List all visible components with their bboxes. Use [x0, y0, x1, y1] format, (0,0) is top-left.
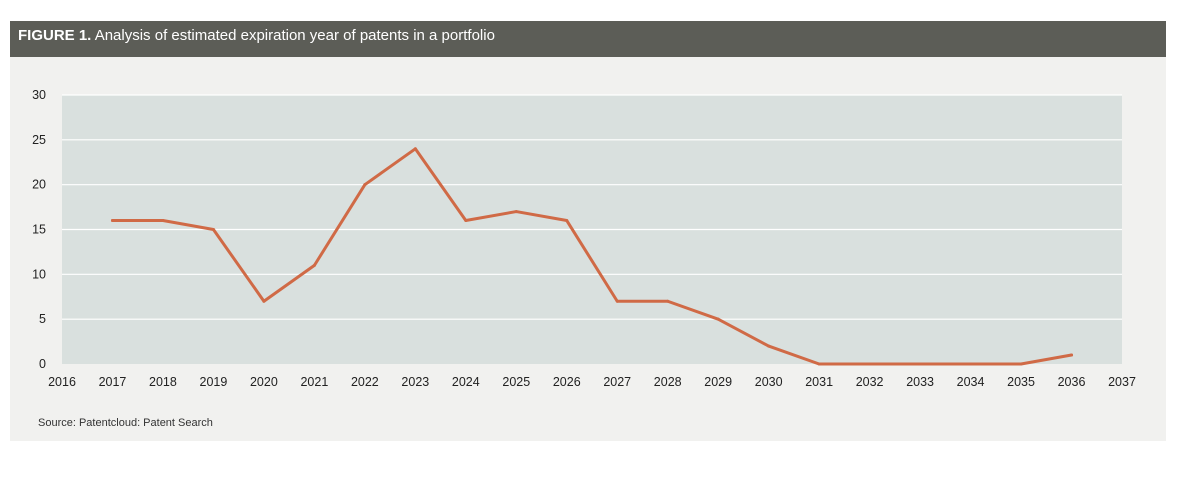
data-point [565, 219, 569, 223]
y-tick-label: 5 [39, 312, 46, 326]
x-tick-label: 2033 [906, 375, 934, 389]
data-point [716, 317, 720, 321]
x-tick-label: 2019 [200, 375, 228, 389]
data-point [464, 219, 468, 223]
x-tick-label: 2020 [250, 375, 278, 389]
x-tick-label: 2025 [502, 375, 530, 389]
x-tick-label: 2017 [99, 375, 127, 389]
figure-panel: FIGURE 1. Analysis of estimated expirati… [10, 21, 1166, 441]
x-tick-label: 2036 [1058, 375, 1086, 389]
x-tick-label: 2024 [452, 375, 480, 389]
y-tick-label: 20 [32, 178, 46, 192]
x-tick-label: 2037 [1108, 375, 1136, 389]
data-point [767, 344, 771, 348]
data-point [161, 219, 165, 223]
data-point [514, 210, 518, 214]
x-tick-label: 2026 [553, 375, 581, 389]
x-tick-label: 2030 [755, 375, 783, 389]
source-note: Source: Patentcloud: Patent Search [38, 417, 213, 429]
data-point [615, 299, 619, 303]
data-point [1019, 362, 1023, 366]
data-point [262, 299, 266, 303]
series-line [110, 147, 1074, 366]
x-tick-label: 2029 [704, 375, 732, 389]
y-tick-label: 15 [32, 223, 46, 237]
x-tick-label: 2022 [351, 375, 379, 389]
x-tick-label: 2016 [48, 375, 76, 389]
data-point [969, 362, 973, 366]
x-tick-label: 2032 [856, 375, 884, 389]
y-tick-label: 30 [32, 88, 46, 102]
x-tick-label: 2034 [957, 375, 985, 389]
x-tick-label: 2035 [1007, 375, 1035, 389]
data-point [110, 219, 114, 223]
data-point [1070, 353, 1074, 357]
data-point [666, 299, 670, 303]
x-tick-label: 2021 [300, 375, 328, 389]
y-tick-label: 25 [32, 133, 46, 147]
data-point [363, 183, 367, 187]
x-tick-label: 2031 [805, 375, 833, 389]
data-point [211, 228, 215, 231]
x-tick-label: 2018 [149, 375, 177, 389]
x-tick-label: 2028 [654, 375, 682, 389]
y-tick-label: 10 [32, 267, 46, 281]
figure-title-bar: FIGURE 1. Analysis of estimated expirati… [10, 21, 1166, 57]
x-tick-label: 2023 [401, 375, 429, 389]
data-point [868, 362, 872, 366]
figure-title: Analysis of estimated expiration year of… [94, 27, 495, 44]
data-point [413, 147, 417, 151]
data-point [312, 263, 316, 267]
x-tick-label: 2027 [603, 375, 631, 389]
figure-label: FIGURE 1. [18, 27, 92, 44]
y-tick-label: 0 [39, 357, 46, 371]
data-point [918, 362, 922, 366]
data-point [817, 362, 821, 366]
